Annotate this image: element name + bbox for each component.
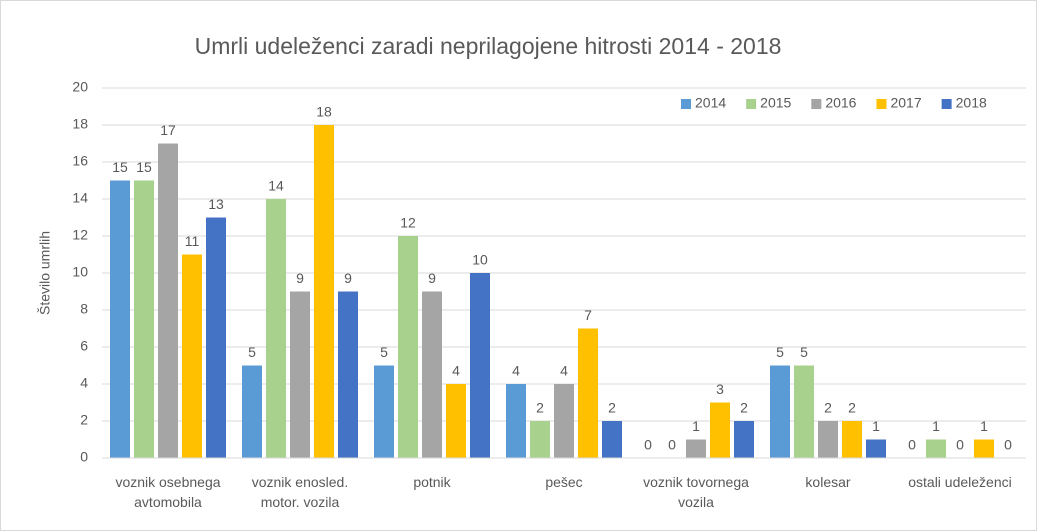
bar [710, 402, 730, 458]
x-tick-label: voznik tovornega vozila [643, 474, 749, 510]
bar [446, 384, 466, 458]
bar [794, 365, 814, 458]
data-label: 12 [400, 215, 416, 231]
data-label: 0 [668, 437, 676, 453]
data-label: 9 [296, 270, 304, 286]
legend-label: 2016 [825, 95, 856, 111]
data-label: 5 [380, 344, 388, 360]
bar [422, 291, 442, 458]
bar [554, 384, 574, 458]
bar [602, 421, 622, 458]
legend-swatch [746, 99, 757, 109]
bar [470, 273, 490, 458]
x-tick-label: voznik osebnega avtomobila [115, 474, 221, 510]
data-label: 17 [160, 122, 176, 138]
data-label: 3 [716, 381, 724, 397]
data-label: 5 [248, 344, 256, 360]
data-label: 2 [824, 400, 832, 416]
legend-label: 2015 [760, 95, 791, 111]
bar [686, 439, 706, 458]
legend-label: 2018 [956, 95, 987, 111]
data-label: 4 [512, 363, 520, 379]
data-label: 5 [800, 344, 808, 360]
y-tick-label: 10 [72, 264, 88, 280]
bar [158, 143, 178, 458]
y-tick-label: 4 [80, 375, 88, 391]
data-label: 0 [956, 437, 964, 453]
bar [182, 254, 202, 458]
bar [242, 365, 262, 458]
x-tick-label: voznik enosled. motor. vozila [251, 474, 349, 510]
data-label: 0 [1004, 437, 1012, 453]
y-tick-label: 6 [80, 338, 88, 354]
y-tick-label: 20 [72, 79, 88, 95]
chart-title: Umrli udeleženci zaradi neprilagojene hi… [195, 33, 782, 59]
legend-swatch [811, 99, 822, 109]
legend-swatch [876, 99, 887, 109]
x-tick-label: potnik [413, 474, 451, 490]
y-tick-label: 0 [80, 449, 88, 465]
data-label: 5 [776, 344, 784, 360]
bar [974, 439, 994, 458]
bar [866, 439, 886, 458]
data-label: 7 [584, 307, 592, 323]
bar [374, 365, 394, 458]
data-label: 13 [208, 196, 224, 212]
data-label: 2 [536, 400, 544, 416]
legend-label: 2014 [695, 95, 726, 111]
y-tick-label: 12 [72, 227, 88, 243]
data-label: 1 [872, 418, 880, 434]
data-label: 1 [692, 418, 700, 434]
data-label: 1 [980, 418, 988, 434]
data-label: 10 [472, 252, 488, 268]
data-label: 9 [428, 270, 436, 286]
data-label: 2 [740, 400, 748, 416]
data-label: 1 [932, 418, 940, 434]
data-label: 0 [644, 437, 652, 453]
bar [290, 291, 310, 458]
data-label: 9 [344, 270, 352, 286]
bar [530, 421, 550, 458]
bar [206, 217, 226, 458]
bar [506, 384, 526, 458]
bar [842, 421, 862, 458]
bar [398, 236, 418, 458]
legend-label: 2017 [890, 95, 921, 111]
y-tick-label: 2 [80, 412, 88, 428]
x-tick-label: ostali udeleženci [908, 474, 1012, 490]
legend-swatch [941, 99, 952, 109]
bar [266, 199, 286, 458]
data-label: 18 [316, 104, 332, 120]
data-label: 15 [112, 159, 128, 175]
y-tick-label: 8 [80, 301, 88, 317]
bar [770, 365, 790, 458]
bar [734, 421, 754, 458]
bar [134, 180, 154, 458]
data-label: 2 [608, 400, 616, 416]
data-label: 0 [908, 437, 916, 453]
data-label: 4 [452, 363, 460, 379]
data-label: 15 [136, 159, 152, 175]
y-tick-label: 18 [72, 116, 88, 132]
y-tick-label: 14 [72, 190, 88, 206]
data-label: 2 [848, 400, 856, 416]
data-label: 11 [185, 233, 200, 249]
legend-swatch [681, 99, 691, 109]
data-label: 4 [560, 363, 568, 379]
bar [110, 180, 130, 458]
data-label: 14 [268, 178, 284, 194]
x-tick-label: pešec [545, 474, 583, 490]
bar [314, 125, 334, 458]
bar [338, 291, 358, 458]
x-tick-label: kolesar [805, 474, 851, 490]
bar [578, 328, 598, 458]
y-tick-label: 16 [72, 153, 88, 169]
y-axis-label: Število umrlih [37, 231, 53, 315]
bar [926, 439, 946, 458]
bar [818, 421, 838, 458]
